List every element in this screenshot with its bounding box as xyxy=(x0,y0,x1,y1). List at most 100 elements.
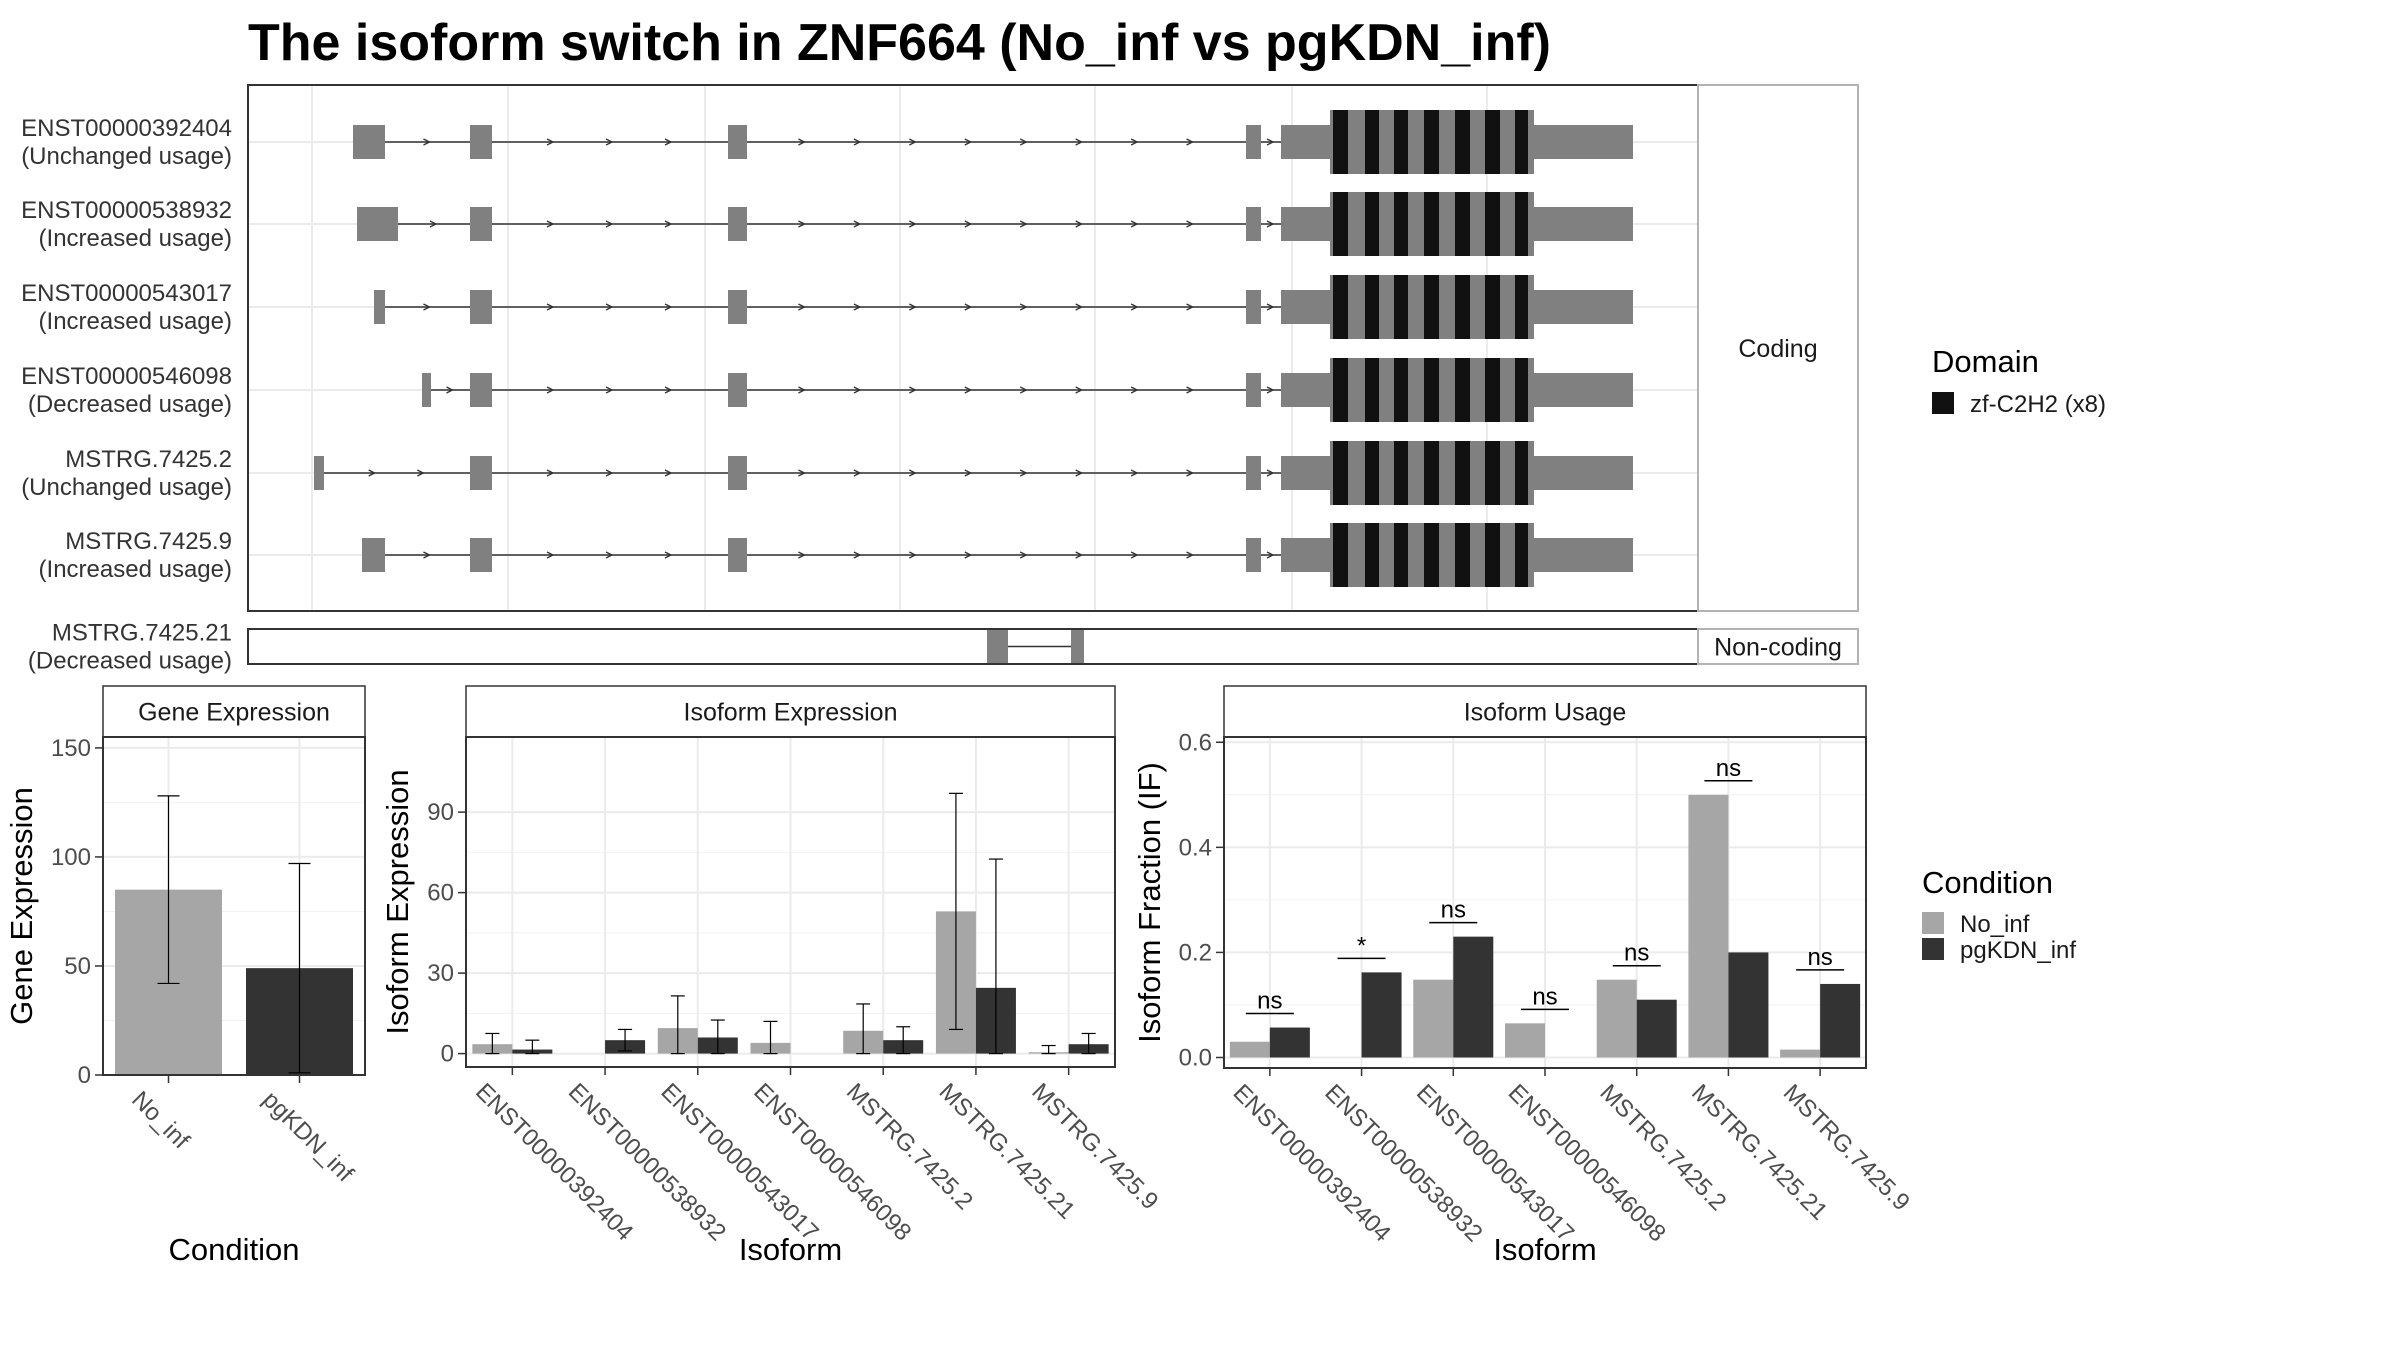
exon xyxy=(470,207,492,241)
exon xyxy=(353,125,385,159)
zf-c2h2-domain xyxy=(1424,275,1439,339)
intron-arrow xyxy=(1266,220,1275,228)
intron-arrow xyxy=(546,469,555,477)
x-tick-label: No_inf xyxy=(126,1086,194,1154)
intron-arrow xyxy=(1186,220,1195,228)
exon xyxy=(728,125,747,159)
isoform-row-label: ENST00000538932 xyxy=(21,197,232,224)
facet-strip-label: Isoform Expression xyxy=(684,699,898,727)
zf-c2h2-domain xyxy=(1515,275,1528,339)
y-tick-label: 150 xyxy=(51,735,91,762)
intron-arrow xyxy=(1019,469,1028,477)
y-tick-label: 0 xyxy=(441,1041,454,1068)
bar xyxy=(1413,979,1454,1058)
intron-arrow xyxy=(1186,303,1195,311)
exon xyxy=(1246,456,1261,490)
condition-legend-label-no-inf: No_inf xyxy=(1960,911,2030,938)
y-tick-label: 0 xyxy=(78,1062,91,1089)
exon xyxy=(987,629,1008,664)
y-tick-label: 0.0 xyxy=(1179,1044,1212,1071)
exon xyxy=(1246,538,1261,572)
isoform-expression-panel: Isoform Expression 0 30 60 90 ENST00000392404… xyxy=(380,685,1163,1267)
intron-arrow xyxy=(798,303,806,311)
y-tick-label: 0.6 xyxy=(1179,729,1212,756)
bar xyxy=(1636,999,1677,1058)
intron-arrow xyxy=(1266,303,1275,311)
y-tick-label: 0.4 xyxy=(1179,834,1212,861)
zf-c2h2-domain xyxy=(1485,523,1500,587)
zf-c2h2-domain xyxy=(1394,523,1408,587)
exon xyxy=(1534,207,1633,241)
intron-arrow xyxy=(798,469,806,477)
noncoding-panel-bg xyxy=(248,629,1698,664)
condition-legend-label-pgkdn-inf: pgKDN_inf xyxy=(1960,937,2076,964)
zf-c2h2-domain xyxy=(1485,192,1500,256)
intron-arrow xyxy=(546,220,555,228)
noncoding-strip xyxy=(1697,628,1859,665)
zf-c2h2-domain xyxy=(1455,523,1470,587)
intron-arrow xyxy=(1186,138,1195,146)
intron-arrow xyxy=(546,138,555,146)
zf-c2h2-domain xyxy=(1515,441,1528,505)
zf-c2h2-domain xyxy=(1515,358,1528,422)
exon xyxy=(314,456,324,490)
bar xyxy=(1453,936,1494,1058)
zf-c2h2-domain xyxy=(1424,110,1439,174)
noncoding-facet-label: Non-coding xyxy=(1714,634,1842,662)
zf-c2h2-domain xyxy=(1424,441,1439,505)
exon xyxy=(374,290,385,324)
intron-arrow xyxy=(605,469,614,477)
intron-arrow xyxy=(853,138,862,146)
exon xyxy=(362,538,385,572)
intron-arrow xyxy=(798,138,806,146)
y-tick-label: 30 xyxy=(427,960,454,987)
y-tick-label: 60 xyxy=(427,880,454,907)
significance-label: * xyxy=(1357,932,1366,959)
exon xyxy=(1534,290,1633,324)
intron-arrow xyxy=(664,220,673,228)
exon xyxy=(1281,290,1330,324)
intron-arrow xyxy=(546,551,555,559)
significance-label: ns xyxy=(1807,944,1832,971)
exon xyxy=(1246,290,1261,324)
x-tick-label: ENST00000546098 xyxy=(1503,1079,1671,1247)
zf-c2h2-domain xyxy=(1485,358,1500,422)
intron-arrow xyxy=(798,386,806,394)
x-tick-label: ENST00000543017 xyxy=(656,1078,824,1246)
zf-c2h2-domain xyxy=(1515,192,1528,256)
intron-arrow xyxy=(1075,386,1084,394)
exon xyxy=(1534,373,1633,407)
isoform-row-label: MSTRG.7425.2 xyxy=(65,446,232,473)
bar xyxy=(1820,983,1861,1058)
significance-label: ns xyxy=(1257,988,1282,1015)
bar xyxy=(1596,979,1637,1058)
zf-c2h2-domain xyxy=(1365,358,1379,422)
intron-arrow xyxy=(798,220,806,228)
exon xyxy=(1246,373,1261,407)
x-tick-label: pgKDN_inf xyxy=(257,1086,358,1187)
intron-arrow xyxy=(1130,303,1139,311)
isoform-usage-label: (Decreased usage) xyxy=(28,391,232,418)
zf-c2h2-domain xyxy=(1333,110,1348,174)
intron-arrow xyxy=(664,386,673,394)
y-tick-label: 90 xyxy=(427,799,454,826)
zf-c2h2-domain xyxy=(1333,523,1348,587)
exon xyxy=(470,538,492,572)
bar xyxy=(1688,794,1729,1058)
isoform-row-label: ENST00000392404 xyxy=(21,115,232,142)
zf-c2h2-domain xyxy=(1394,192,1408,256)
exon xyxy=(1534,125,1633,159)
intron-arrow xyxy=(605,138,614,146)
isoform-usage-label: (Increased usage) xyxy=(39,225,232,252)
zf-c2h2-domain xyxy=(1333,275,1348,339)
facet-strip xyxy=(465,685,1116,738)
y-tick-label: 50 xyxy=(64,953,91,980)
significance-label: ns xyxy=(1624,940,1649,967)
condition-legend-title: Condition xyxy=(1922,865,2053,900)
isoform-row-label: MSTRG.7425.9 xyxy=(65,528,232,555)
intron-arrow xyxy=(1266,386,1275,394)
exon xyxy=(1071,629,1084,664)
zf-c2h2-domain xyxy=(1365,110,1379,174)
bar xyxy=(1780,1049,1821,1058)
exon xyxy=(728,456,747,490)
